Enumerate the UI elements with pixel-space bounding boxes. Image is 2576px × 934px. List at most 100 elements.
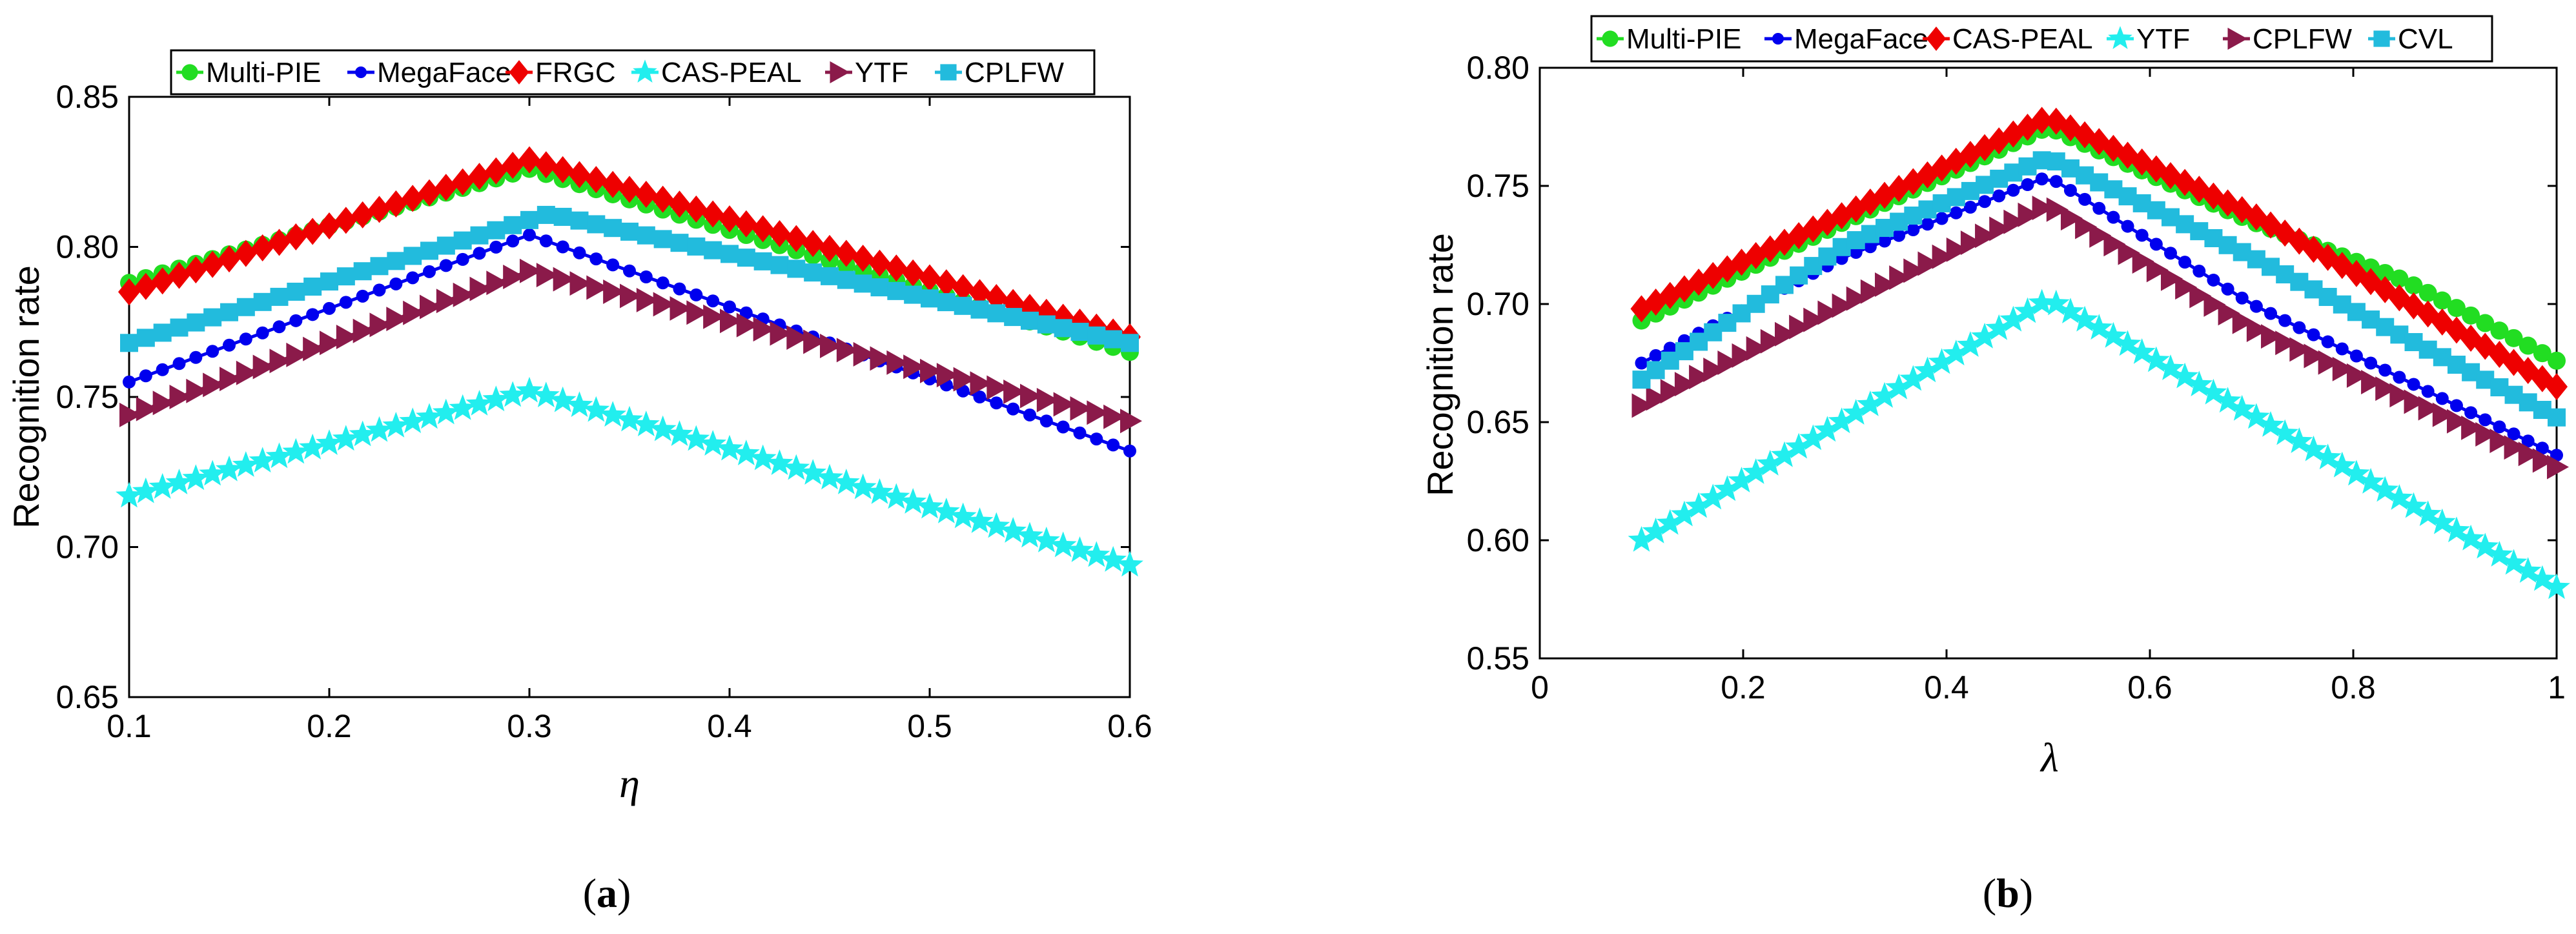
x-tick-label: 0.8: [2331, 669, 2376, 706]
data-point: [666, 420, 693, 446]
data-point: [2085, 314, 2113, 340]
y-tick-label: 0.65: [56, 679, 119, 715]
data-point: [668, 190, 691, 218]
data-point: [386, 307, 409, 332]
data-point: [682, 425, 710, 451]
data-point: [423, 265, 436, 278]
data-point: [1037, 315, 1056, 334]
data-point: [2504, 435, 2526, 460]
x-tick-label: 0.2: [307, 708, 352, 744]
data-point: [990, 396, 1003, 410]
data-point: [553, 207, 572, 226]
data-point: [469, 276, 492, 301]
data-point: [439, 259, 453, 272]
legend-marker: [633, 59, 657, 83]
data-point: [1056, 420, 1070, 434]
data-point: [637, 226, 655, 245]
data-point: [970, 300, 989, 319]
data-point: [1007, 402, 1020, 416]
data-point: [2361, 369, 2384, 394]
data-point: [402, 185, 424, 212]
data-point: [973, 391, 986, 403]
data-point: [2046, 197, 2069, 222]
data-point: [883, 483, 910, 509]
legend-label: CPLFW: [2253, 23, 2352, 55]
data-point: [639, 270, 653, 283]
data-point: [220, 303, 238, 321]
series-cplfw: [120, 205, 1139, 352]
data-point: [132, 477, 159, 503]
data-point: [1053, 392, 1076, 417]
data-point: [599, 401, 627, 427]
data-point: [954, 296, 972, 315]
data-point: [465, 390, 493, 416]
x-tick-label: 0.5: [907, 708, 952, 744]
data-point: [518, 146, 540, 174]
data-point: [2457, 524, 2484, 551]
data-point: [434, 174, 457, 201]
data-point: [2030, 107, 2053, 134]
data-point: [451, 168, 474, 196]
data-point: [418, 179, 440, 207]
data-point: [1975, 223, 1998, 249]
data-point: [2207, 273, 2220, 287]
data-point: [1685, 492, 1712, 518]
data-point: [1742, 458, 1770, 484]
data-point: [587, 215, 606, 234]
data-point: [949, 502, 977, 529]
data-point: [2447, 299, 2466, 318]
legend-marker: [2227, 27, 2248, 50]
data-point: [2471, 533, 2499, 559]
data-point: [602, 170, 624, 198]
data-point: [503, 265, 526, 289]
data-point: [2157, 354, 2184, 380]
data-point: [2063, 183, 2077, 197]
data-point: [2160, 266, 2183, 291]
data-point: [1671, 500, 1698, 527]
data-point: [2246, 317, 2269, 342]
legend-label: MegaFace: [377, 57, 511, 88]
data-point: [870, 278, 889, 297]
data-point: [1699, 483, 1727, 510]
data-point: [203, 372, 225, 398]
data-point: [2375, 376, 2398, 401]
data-point: [2200, 378, 2227, 405]
x-tick-label: 1: [2548, 669, 2566, 706]
data-point: [1732, 343, 1754, 368]
data-point: [299, 433, 327, 460]
y-tick-label: 0.85: [56, 79, 119, 115]
data-point: [1771, 441, 1798, 467]
data-point: [385, 190, 407, 218]
data-point: [2185, 371, 2213, 396]
data-point: [2178, 256, 2192, 269]
data-point: [716, 434, 743, 461]
data-point: [785, 225, 808, 252]
data-point: [119, 402, 141, 427]
y-tick-label: 0.55: [1467, 640, 1529, 676]
data-point: [2249, 299, 2263, 313]
data-point: [702, 200, 724, 228]
data-point: [2435, 392, 2449, 405]
data-point: [753, 317, 775, 342]
data-point: [2449, 399, 2463, 412]
chart-panel-b: 0 0.2 0.4 0.6 0.8 1 0.55 0.60 0.65 0.70 0.75 0.80 Mu…: [1420, 15, 2570, 916]
data-point: [1123, 444, 1136, 458]
data-point: [387, 252, 405, 270]
data-point: [1642, 517, 1670, 543]
data-point: [482, 385, 510, 412]
data-point: [687, 237, 706, 256]
data-point: [182, 464, 210, 491]
data-point: [2175, 275, 2198, 300]
data-point: [2018, 202, 2040, 227]
data-point: [2332, 356, 2355, 381]
data-point: [253, 292, 272, 311]
data-point: [2493, 420, 2506, 434]
data-point: [487, 221, 506, 239]
data-point: [1016, 522, 1043, 548]
data-point: [870, 346, 892, 371]
data-point: [719, 205, 741, 233]
y-tick-label: 0.80: [1467, 50, 1529, 86]
data-point: [2445, 316, 2468, 344]
data-point: [1799, 424, 1827, 451]
data-point: [952, 274, 974, 301]
